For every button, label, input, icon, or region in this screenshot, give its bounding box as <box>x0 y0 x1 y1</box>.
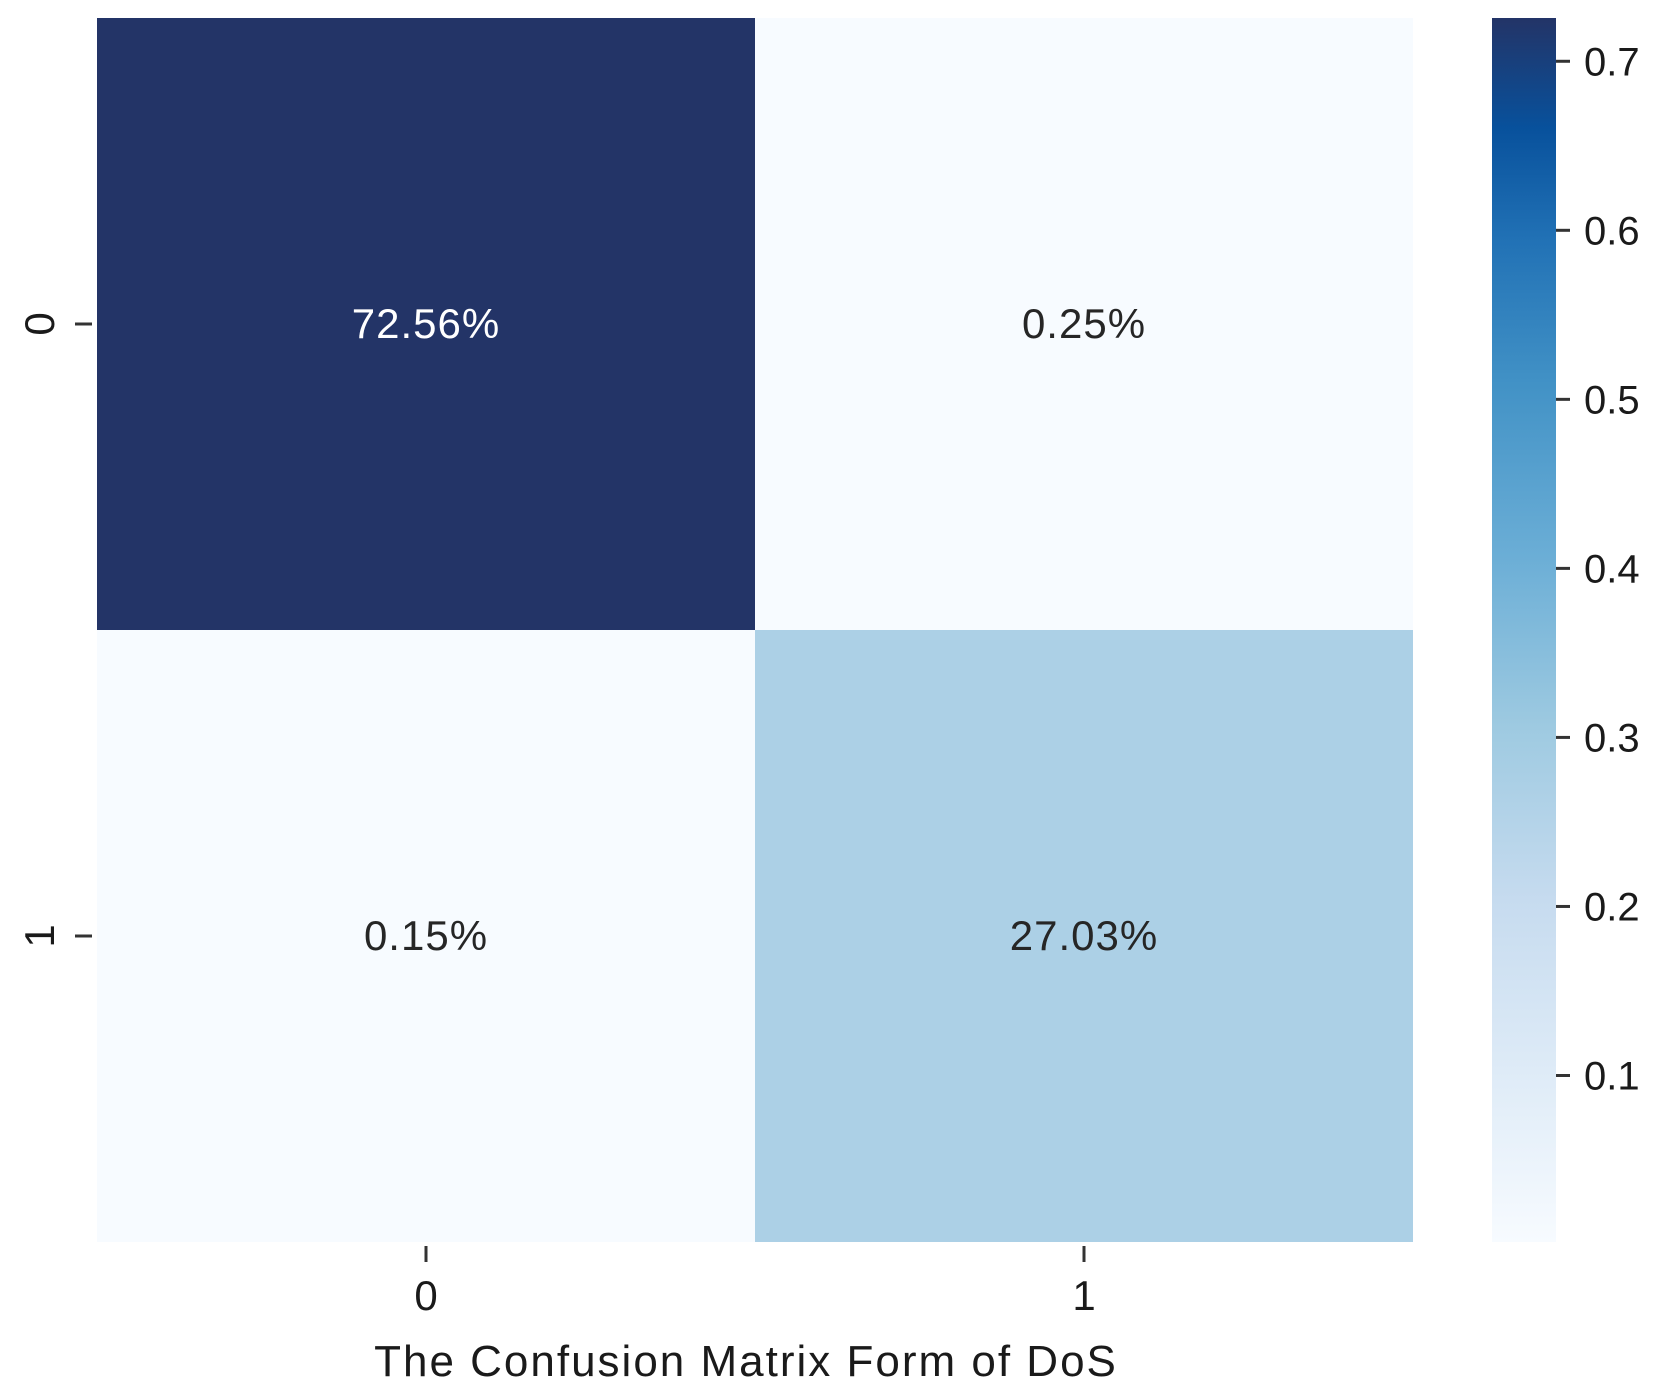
colorbar-gradient <box>1492 18 1556 1242</box>
cell-label-1-0: 0.15% <box>364 912 488 959</box>
colorbar-tick-label-3: 0.4 <box>1584 547 1640 591</box>
colorbar-tick-label-2: 0.3 <box>1584 716 1640 760</box>
cell-label-0-1: 0.25% <box>1022 300 1146 347</box>
colorbar-tick-label-5: 0.6 <box>1584 209 1640 253</box>
heatmap-cell-0-1 <box>755 18 1413 630</box>
cell-label-0-0: 72.56% <box>352 300 500 347</box>
colorbar-tick-label-6: 0.7 <box>1584 40 1640 84</box>
x-tick-label-1: 1 <box>1072 1272 1095 1319</box>
colorbar-ticks: 0.1 0.2 0.3 0.4 0.5 0.6 0.7 <box>1556 40 1640 1098</box>
heatmap-cell-labels: 72.56% 0.25% 0.15% 27.03% <box>352 300 1158 959</box>
colorbar-tick-label-0: 0.1 <box>1584 1054 1640 1098</box>
heatmap-cell-1-1 <box>755 630 1413 1242</box>
colorbar: 0.1 0.2 0.3 0.4 0.5 0.6 0.7 <box>1492 18 1640 1242</box>
heatmap-cells <box>97 18 1413 1242</box>
x-tick-label-0: 0 <box>414 1272 437 1319</box>
colorbar-tick-label-4: 0.5 <box>1584 378 1640 422</box>
y-tick-label-0: 0 <box>16 312 63 335</box>
y-axis: 01 <box>16 312 92 948</box>
y-tick-label-1: 1 <box>16 924 63 947</box>
cell-label-1-1: 27.03% <box>1010 912 1158 959</box>
heatmap-cell-1-0 <box>97 630 755 1242</box>
colorbar-tick-label-1: 0.2 <box>1584 885 1640 929</box>
heatmap-cell-0-0 <box>97 18 755 630</box>
x-axis-title: The Confusion Matrix Form of DoS <box>374 1337 1118 1386</box>
